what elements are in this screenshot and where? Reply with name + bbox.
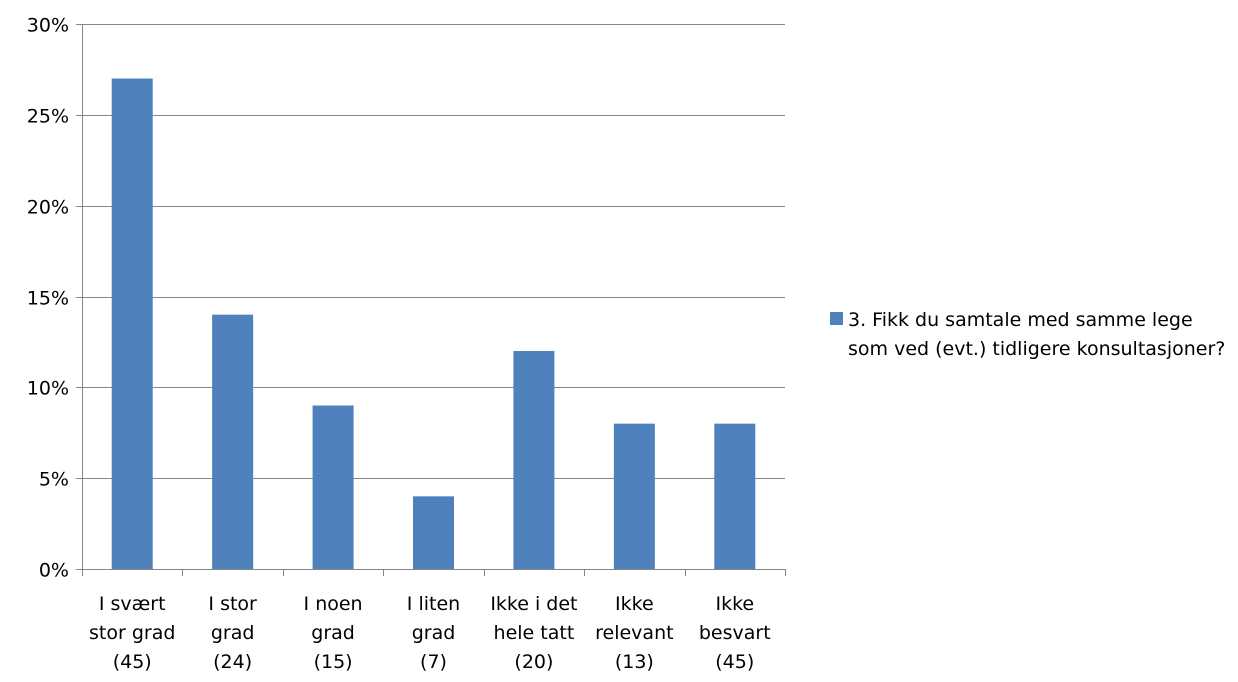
x-tick-label-line: I svært [99,593,166,615]
legend-swatch [830,312,843,325]
x-tick-label-line: Ikke [615,593,654,615]
x-tick-label-line: grad [211,622,255,644]
bar [613,423,655,569]
x-tick-label-line: stor grad [89,622,175,644]
x-tick-label-line: I stor [208,593,257,615]
y-tick-label: 5% [39,469,69,491]
y-axis-ticks: 0% 5% 10% 15% 20% 25% 30% [27,15,82,582]
x-tick-label: I svært stor grad (45) [89,593,175,673]
gridlines [82,24,785,479]
x-tick-label: I stor grad (24) [208,593,257,673]
x-tick-label-line: hele tatt [494,622,575,644]
x-tick-label-line: (45) [715,651,754,673]
x-axis-labels: I svært stor grad (45) I stor grad (24) I noen… [89,593,771,673]
x-tick-label-line: relevant [595,622,673,644]
x-tick-label: Ikke besvart (45) [699,593,771,673]
x-tick-label-line: Ikke [715,593,754,615]
x-tick-label-line: I liten [407,593,460,615]
x-tick-label-line: besvart [699,622,771,644]
y-tick-label: 30% [27,15,69,37]
bar [111,78,153,569]
bar [513,351,555,569]
y-tick-label: 10% [27,378,69,400]
x-tick-label-line: Ikke i det [490,593,577,615]
bar [312,405,354,569]
y-tick-label: 0% [39,560,69,582]
y-tick-label: 15% [27,288,69,310]
x-tick-label: I noen grad (15) [304,593,363,673]
x-tick-label-line: I noen [304,593,363,615]
x-tick-label-line: (24) [213,651,252,673]
x-tick-label-line: grad [311,622,355,644]
x-tick-label-line: (20) [514,651,553,673]
legend: 3. Fikk du samtale med samme lege som ve… [830,306,1230,364]
bar [714,423,756,569]
y-tick-label: 25% [27,106,69,128]
x-tick-label-line: (15) [314,651,353,673]
x-tick-label-line: (13) [615,651,654,673]
x-tick-label-line: (7) [420,651,447,673]
axes [82,24,786,576]
x-tick-label-line: (45) [113,651,152,673]
legend-label: 3. Fikk du samtale med samme lege som ve… [848,309,1226,360]
bars [111,78,756,569]
x-tick-label: Ikke relevant (13) [595,593,673,673]
y-tick-label: 20% [27,197,69,219]
x-tick-label-line: grad [412,622,456,644]
bar [212,314,254,569]
bar [413,496,454,569]
x-tick-label: I liten grad (7) [407,593,460,673]
x-tick-label: Ikke i det hele tatt (20) [490,593,577,673]
